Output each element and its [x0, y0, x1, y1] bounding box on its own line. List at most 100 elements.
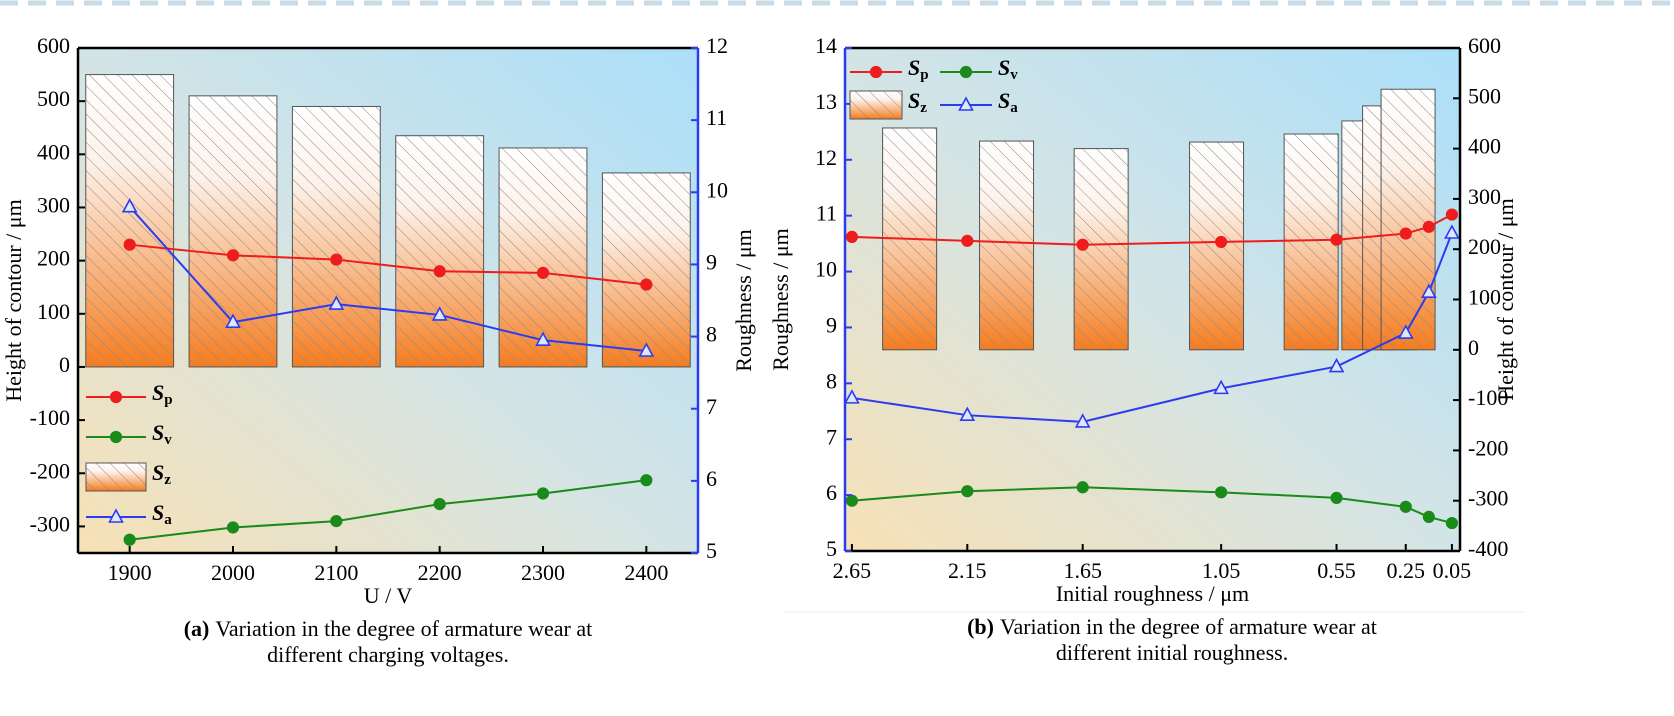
- point: [1422, 510, 1435, 524]
- y-tick-label: 400: [37, 139, 70, 164]
- x-tick-label: 2300: [521, 560, 565, 585]
- x-tick-label: 2.15: [948, 558, 987, 583]
- caption-line: different charging voltages.: [267, 642, 509, 667]
- x-tick-label: 2000: [211, 560, 255, 585]
- legend-label: Sz: [152, 460, 171, 488]
- y-axis-label: Height of contour / μm: [1, 199, 26, 401]
- point: [961, 485, 974, 498]
- caption: (a) Variation in the degree of armature w…: [184, 616, 593, 641]
- point: [1399, 500, 1412, 513]
- point: [845, 230, 859, 244]
- caption-label: (b): [967, 614, 994, 639]
- bar-hatch: [1380, 88, 1436, 351]
- y-tick-label: 12: [815, 145, 837, 170]
- x-tick-label: 0.25: [1387, 558, 1426, 583]
- y2-tick-label: 8: [706, 322, 717, 347]
- point: [844, 389, 860, 404]
- legend-label: Sp: [908, 55, 929, 83]
- x-axis-label: U / V: [364, 583, 413, 608]
- point: [1330, 233, 1343, 246]
- y2-tick-label: 600: [1468, 33, 1501, 58]
- point: [431, 306, 448, 321]
- bar-hatch: [395, 135, 485, 368]
- caption: (b) Variation in the degree of armature w…: [967, 614, 1377, 639]
- y-tick-label: -300: [30, 511, 70, 536]
- bar-hatch: [601, 172, 691, 368]
- x-tick-label: 1.05: [1202, 558, 1241, 583]
- point: [1328, 357, 1345, 373]
- x-tick-label: 0.55: [1317, 558, 1356, 583]
- y2-tick-label: 0: [1468, 335, 1479, 360]
- x-tick-label: 1.65: [1063, 558, 1102, 583]
- point: [640, 278, 653, 291]
- bar-hatch: [1283, 133, 1339, 351]
- y-tick-label: 0: [59, 352, 70, 377]
- point: [1213, 379, 1229, 395]
- line: [851, 232, 1453, 423]
- point: [1215, 235, 1228, 249]
- point: [123, 533, 136, 546]
- point: [536, 266, 550, 279]
- point: [536, 487, 550, 500]
- caption-line: Variation in the degree of armature wear…: [215, 616, 592, 641]
- bar-hatch: [979, 140, 1035, 351]
- y-tick-label: 9: [826, 312, 837, 337]
- legend-swatch-hatch: [85, 462, 147, 492]
- x-tick-label: 2100: [314, 560, 358, 585]
- y2-tick-label: 6: [706, 466, 717, 491]
- y-tick-label: 300: [37, 193, 70, 218]
- y2-tick-label: 7: [706, 394, 717, 419]
- y2-tick-label: 11: [706, 105, 727, 130]
- y-tick-label: -200: [30, 458, 70, 483]
- y2-tick-label: 500: [1468, 83, 1501, 108]
- point: [330, 253, 343, 266]
- plot-background: [78, 48, 698, 553]
- x-tick-label: 2200: [418, 560, 462, 585]
- point: [961, 234, 974, 247]
- x-tick-label: 0.05: [1433, 558, 1472, 583]
- y2-tick-label: 200: [1468, 234, 1501, 259]
- y2-tick-label: -200: [1468, 435, 1508, 460]
- y2-tick-label: 10: [706, 177, 728, 202]
- y-tick-label: 7: [826, 424, 837, 449]
- caption-label: (a): [184, 616, 210, 641]
- y2-tick-label: 100: [1468, 285, 1501, 310]
- x-tick-label: 2400: [624, 560, 668, 585]
- caption-line: Variation in the degree of armature wear…: [1000, 614, 1377, 639]
- y2-tick-label: -400: [1468, 536, 1508, 561]
- line: [129, 479, 647, 541]
- y-tick-label: 13: [815, 89, 837, 114]
- point: [225, 313, 241, 328]
- y2-tick-label: 300: [1468, 184, 1501, 209]
- point: [638, 342, 655, 357]
- bar-hatch: [1189, 141, 1245, 351]
- legend-swatch-hatch: [849, 90, 903, 120]
- legend-label: Sa: [152, 500, 172, 528]
- point: [1076, 481, 1089, 494]
- bar-hatch: [498, 147, 588, 368]
- point: [433, 497, 446, 511]
- legend-marker: [869, 65, 883, 79]
- line: [129, 243, 647, 286]
- point: [1330, 491, 1343, 505]
- y2-tick-label: 400: [1468, 134, 1501, 159]
- y-tick-label: 10: [815, 257, 837, 282]
- point: [226, 249, 240, 262]
- y-tick-label: 500: [37, 86, 70, 111]
- point: [123, 238, 136, 251]
- x-tick-label: 1900: [108, 560, 152, 585]
- x-tick-label: 2.65: [833, 558, 872, 583]
- legend-label: Sv: [998, 55, 1018, 83]
- y-tick-label: 11: [816, 201, 837, 226]
- point: [121, 198, 138, 213]
- point: [1445, 516, 1459, 530]
- y-tick-label: 6: [826, 480, 837, 505]
- y-tick-label: 600: [37, 33, 70, 58]
- x-axis-label: Initial roughness / μm: [1056, 581, 1249, 606]
- legend-marker: [959, 65, 973, 79]
- y2-tick-label: -300: [1468, 486, 1508, 511]
- point: [1399, 227, 1412, 240]
- point: [1422, 220, 1435, 233]
- point: [845, 494, 859, 507]
